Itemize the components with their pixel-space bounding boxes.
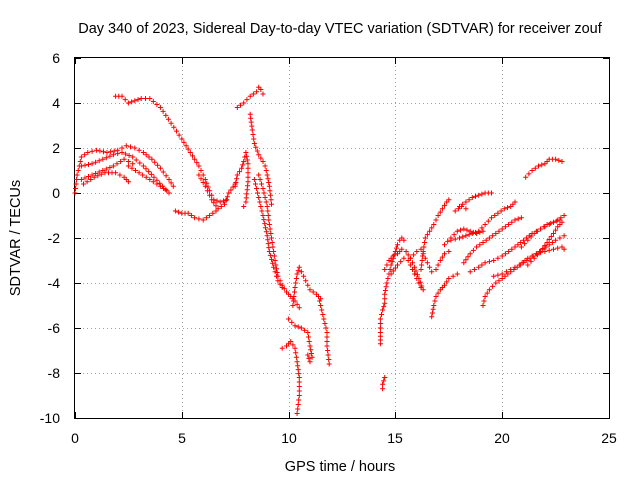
- sdtvar-chart: 0 5 10 15 20 25 -10 -8 -6 -4 -2 0 2 4 6 Day 340 of 20…: [0, 0, 640, 480]
- x-tick-label: 0: [71, 430, 79, 446]
- y-tick-label: -10: [40, 410, 60, 426]
- x-tick-label: 25: [601, 430, 617, 446]
- y-tick-label: 0: [52, 185, 60, 201]
- x-tick-label: 5: [178, 430, 186, 446]
- y-tick-label: 4: [52, 95, 60, 111]
- y-axis-title: SDTVAR / TECUs: [8, 180, 24, 296]
- y-tick-label: 6: [52, 50, 60, 66]
- chart-background: [0, 0, 640, 480]
- y-tick-label: -8: [48, 365, 61, 381]
- x-tick-label: 15: [387, 430, 403, 446]
- y-tick-label: -2: [48, 230, 61, 246]
- x-axis-title: GPS time / hours: [285, 459, 395, 475]
- y-tick-label: -4: [48, 275, 61, 291]
- x-tick-label: 20: [494, 430, 510, 446]
- y-tick-label: -6: [48, 320, 61, 336]
- x-tick-label: 10: [281, 430, 297, 446]
- y-tick-label: 2: [52, 140, 60, 156]
- chart-title: Day 340 of 2023, Sidereal Day-to-day VTE…: [78, 21, 603, 37]
